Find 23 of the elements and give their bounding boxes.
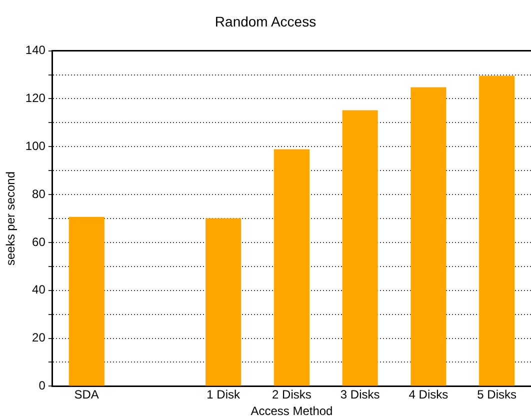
chart-title: Random Access [214, 13, 316, 30]
bar [274, 149, 310, 386]
y-tick-label: 80 [32, 186, 46, 201]
y-tick-label: 40 [32, 282, 46, 297]
y-tick-label: 120 [25, 91, 46, 106]
bar [206, 218, 242, 386]
y-tick-label: 140 [25, 43, 46, 58]
y-tick-label: 20 [32, 330, 46, 345]
y-tick-label: 60 [32, 234, 46, 249]
x-axis-title: Access Method [250, 404, 333, 418]
bar [410, 87, 446, 386]
y-axis-title: seeks per second [4, 171, 18, 266]
y-tick-label: 0 [38, 378, 46, 393]
bar [342, 110, 378, 386]
x-tick-label: 3 Disks [340, 388, 380, 402]
x-tick-label: 1 Disk [206, 388, 242, 402]
bar [68, 216, 104, 386]
bar [479, 76, 515, 386]
x-tick-label: 5 Disks [477, 388, 516, 402]
x-tick-label: SDA [74, 388, 99, 402]
x-tick-label: 4 Disks [408, 388, 448, 402]
y-tick-label: 100 [25, 138, 46, 153]
x-tick-label: 2 Disks [272, 388, 312, 402]
